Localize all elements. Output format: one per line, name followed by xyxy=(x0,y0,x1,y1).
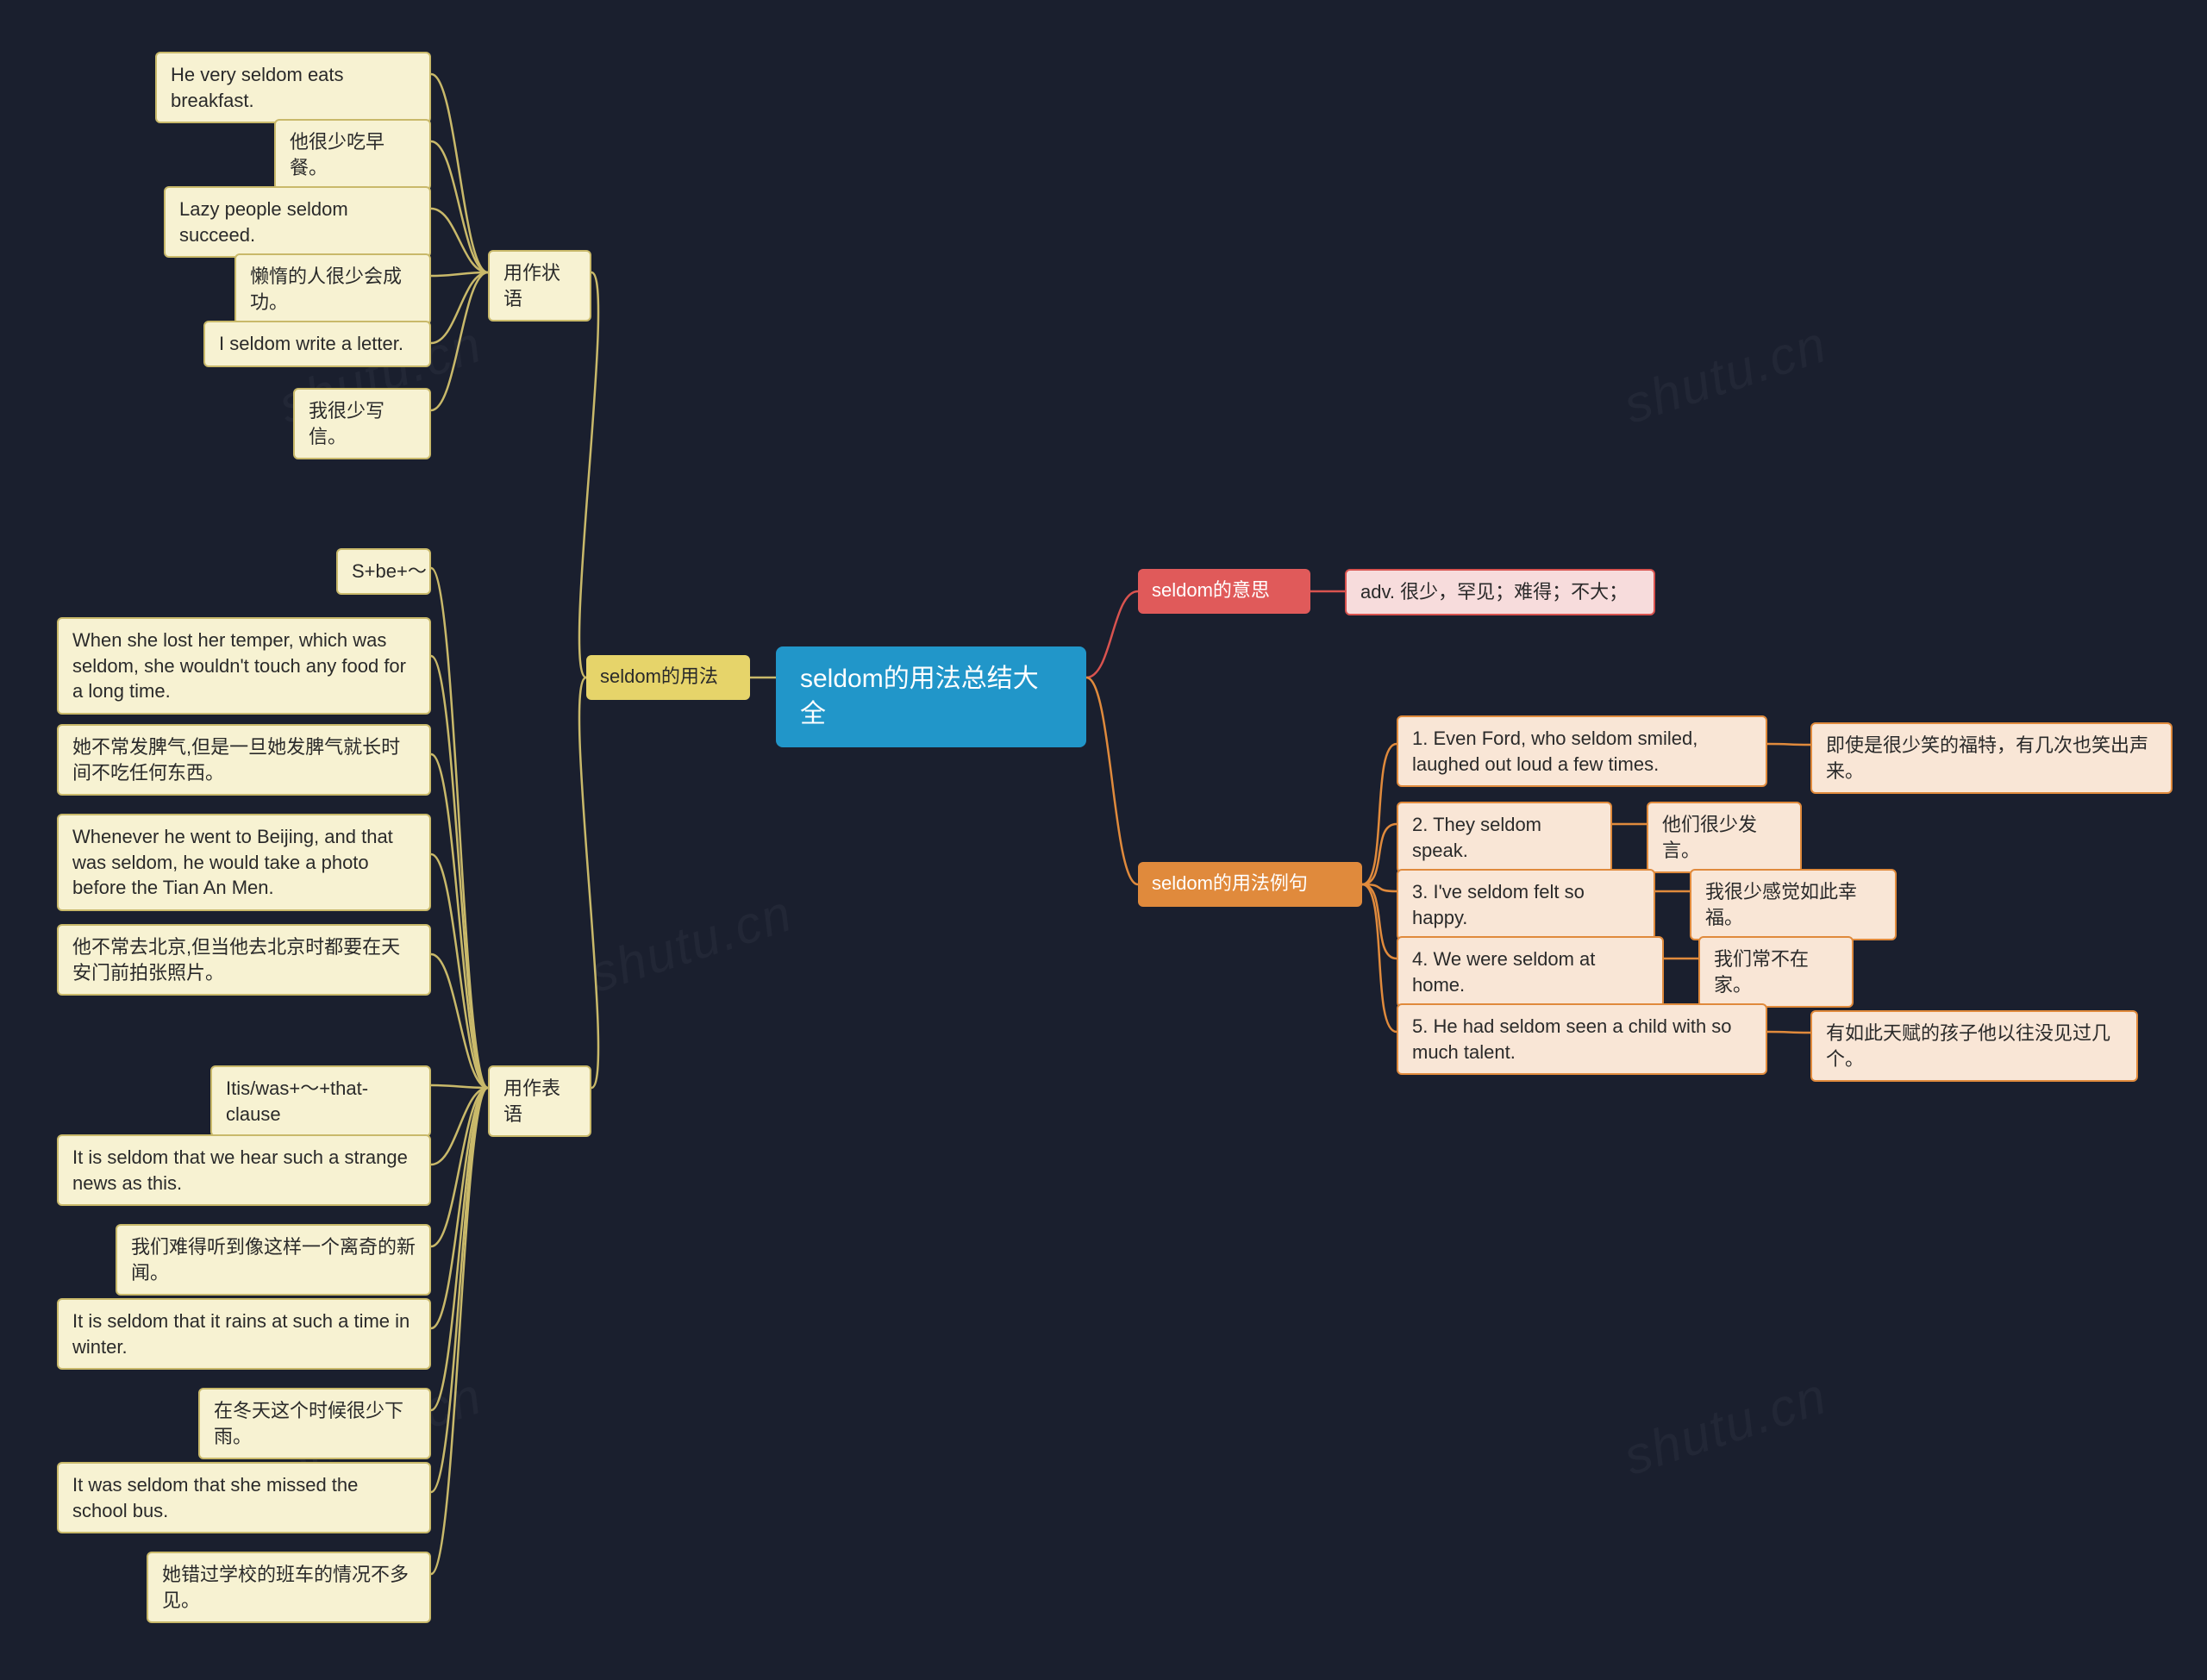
node-ex1_tr[interactable]: 即使是很少笑的福特，有几次也笑出声来。 xyxy=(1810,722,2173,794)
edge-examples-ex1 xyxy=(1362,744,1397,884)
watermark: shutu.cn xyxy=(582,883,799,1004)
edge-predicative-pred_p1b xyxy=(431,854,488,1088)
edge-adverbial-adv_a3 xyxy=(431,272,488,343)
node-ex3[interactable]: 3. I've seldom felt so happy. xyxy=(1397,869,1655,940)
edge-predicative-pred_p1a xyxy=(431,656,488,1088)
edge-adverbial-adv_a1_tr xyxy=(431,141,488,272)
node-pred_p2a_tr[interactable]: 我们难得听到像这样一个离奇的新闻。 xyxy=(116,1224,431,1296)
node-adv_a3[interactable]: I seldom write a letter. xyxy=(203,321,431,367)
edge-root-meaning xyxy=(1086,591,1138,678)
edge-adverbial-adv_a2_tr xyxy=(431,272,488,276)
node-adv_a1[interactable]: He very seldom eats breakfast. xyxy=(155,52,431,123)
node-ex3_tr[interactable]: 我很少感觉如此幸福。 xyxy=(1690,869,1897,940)
edge-examples-ex3 xyxy=(1362,884,1397,891)
node-pred_p2c_tr[interactable]: 她错过学校的班车的情况不多见。 xyxy=(147,1552,431,1623)
edge-predicative-pred_p1a_tr xyxy=(431,754,488,1088)
watermark: shutu.cn xyxy=(1616,1365,1834,1487)
node-pred_p2b_tr[interactable]: 在冬天这个时候很少下雨。 xyxy=(198,1388,431,1459)
edge-adverbial-adv_a2 xyxy=(431,209,488,272)
edge-predicative-pred_p2b_tr xyxy=(431,1088,488,1410)
edge-predicative-pred_p1 xyxy=(431,568,488,1088)
node-pred_p2[interactable]: Itis/was+～+that-clause xyxy=(210,1065,431,1137)
edge-predicative-pred_p2c_tr xyxy=(431,1088,488,1574)
node-pred_p1b[interactable]: Whenever he went to Beijing, and that wa… xyxy=(57,814,431,911)
node-examples[interactable]: seldom的用法例句 xyxy=(1138,862,1362,907)
node-adv_a2_tr[interactable]: 懒惰的人很少会成功。 xyxy=(234,253,431,325)
node-pred_p2a[interactable]: It is seldom that we hear such a strange… xyxy=(57,1134,431,1206)
node-pred_p1a[interactable]: When she lost her temper, which was seld… xyxy=(57,617,431,715)
node-meaning_def[interactable]: adv. 很少，罕见；难得；不大； xyxy=(1345,569,1655,615)
node-pred_p2c[interactable]: It was seldom that she missed the school… xyxy=(57,1462,431,1533)
node-ex5[interactable]: 5. He had seldom seen a child with so mu… xyxy=(1397,1003,1767,1075)
edge-predicative-pred_p1b_tr xyxy=(431,954,488,1088)
edge-predicative-pred_p2b xyxy=(431,1088,488,1328)
edge-adverbial-adv_a1 xyxy=(431,74,488,272)
node-ex1[interactable]: 1. Even Ford, who seldom smiled, laughed… xyxy=(1397,715,1767,787)
node-usage[interactable]: seldom的用法 xyxy=(586,655,750,700)
node-predicative[interactable]: 用作表语 xyxy=(488,1065,591,1137)
edge-examples-ex4 xyxy=(1362,884,1397,959)
node-ex4[interactable]: 4. We were seldom at home. xyxy=(1397,936,1664,1008)
watermark: shutu.cn xyxy=(1616,314,1834,435)
node-ex2_tr[interactable]: 他们很少发言。 xyxy=(1647,802,1802,873)
node-pred_p1[interactable]: S+be+～ xyxy=(336,548,431,595)
edge-ex1-ex1_tr xyxy=(1767,744,1810,745)
node-pred_p1b_tr[interactable]: 他不常去北京,但当他去北京时都要在天安门前拍张照片。 xyxy=(57,924,431,996)
node-pred_p1a_tr[interactable]: 她不常发脾气,但是一旦她发脾气就长时间不吃任何东西。 xyxy=(57,724,431,796)
node-pred_p2b[interactable]: It is seldom that it rains at such a tim… xyxy=(57,1298,431,1370)
node-ex4_tr[interactable]: 我们常不在家。 xyxy=(1698,936,1854,1008)
node-ex5_tr[interactable]: 有如此天赋的孩子他以往没见过几个。 xyxy=(1810,1010,2138,1082)
node-adverbial[interactable]: 用作状语 xyxy=(488,250,591,322)
edge-predicative-pred_p2 xyxy=(431,1085,488,1088)
mindmap-canvas: shutu.cnshutu.cnshutu.cnshutu.cnshutu.cn… xyxy=(0,0,2207,1680)
edge-predicative-pred_p2a_tr xyxy=(431,1088,488,1246)
edge-root-examples xyxy=(1086,678,1138,884)
edge-ex5-ex5_tr xyxy=(1767,1032,1810,1033)
node-adv_a1_tr[interactable]: 他很少吃早餐。 xyxy=(274,119,431,190)
edge-adverbial-adv_a3_tr xyxy=(431,272,488,410)
node-adv_a2[interactable]: Lazy people seldom succeed. xyxy=(164,186,431,258)
edge-examples-ex5 xyxy=(1362,884,1397,1032)
edge-usage-adverbial xyxy=(579,272,598,678)
node-adv_a3_tr[interactable]: 我很少写信。 xyxy=(293,388,431,459)
edge-examples-ex2 xyxy=(1362,824,1397,884)
edge-usage-predicative xyxy=(579,678,598,1088)
node-ex2[interactable]: 2. They seldom speak. xyxy=(1397,802,1612,873)
node-meaning[interactable]: seldom的意思 xyxy=(1138,569,1310,614)
node-root[interactable]: seldom的用法总结大全 xyxy=(776,646,1086,747)
edge-predicative-pred_p2c xyxy=(431,1088,488,1492)
edge-predicative-pred_p2a xyxy=(431,1088,488,1165)
